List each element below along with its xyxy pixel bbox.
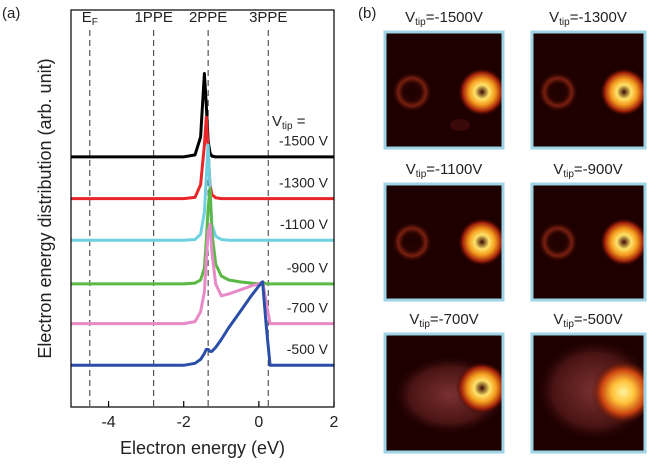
series-label: -1100 V	[280, 216, 329, 232]
image-title-sub: tip	[559, 17, 570, 28]
pattern-image	[386, 33, 502, 147]
image-title-rest: =-1300V	[570, 9, 627, 26]
pattern-image	[386, 185, 502, 299]
image-title-main: V	[549, 9, 559, 26]
image-title: Vtip=-1500V	[405, 9, 483, 28]
reference-label-sub: F	[92, 17, 98, 28]
image-title-rest: =-1100V	[426, 161, 482, 178]
image-grid	[383, 30, 647, 454]
image-title-sub: tip	[415, 17, 426, 28]
x-tick-label: -4	[101, 414, 115, 431]
x-tick-label: 0	[254, 414, 263, 431]
series-label: -1300 V	[279, 174, 329, 190]
pattern-image	[533, 335, 644, 451]
legend-header-sub: tip	[282, 121, 293, 132]
legend-header-main: V	[272, 113, 282, 130]
image-title-sub: tip	[563, 169, 574, 180]
image-title-rest: =-700V	[430, 311, 479, 328]
image-title-sub: tip	[419, 319, 430, 330]
reference-label: EF	[82, 9, 98, 28]
panel-label: (a)	[2, 5, 20, 22]
image-title-rest: =-900V	[574, 161, 623, 178]
image-title-main: V	[405, 9, 415, 26]
image-title-main: V	[409, 311, 419, 328]
image-frames	[383, 30, 647, 454]
reference-label: 3PPE	[249, 9, 287, 26]
pattern-image	[386, 335, 502, 451]
reference-label-main: E	[82, 9, 92, 26]
plot-frame	[70, 9, 335, 408]
image-title-main: V	[553, 311, 563, 328]
image-title: Vtip=-700V	[409, 311, 478, 330]
image-title: Vtip=-1300V	[549, 9, 627, 28]
pattern-image	[533, 33, 644, 147]
image-title-rest: =-1500V	[426, 9, 483, 26]
reference-label: 2PPE	[189, 9, 227, 26]
series-line	[71, 280, 334, 367]
image-title-sub: tip	[563, 319, 574, 330]
image-title-sub: tip	[416, 169, 427, 180]
x-tick-label: 2	[330, 414, 339, 431]
image-title-main: V	[553, 161, 563, 178]
pattern-image	[533, 185, 644, 299]
image-title: Vtip=-500V	[553, 311, 622, 330]
x-tick-label: -2	[177, 414, 191, 431]
image-title-main: V	[406, 161, 416, 178]
legend-header: Vtip =	[272, 113, 306, 132]
series-line	[71, 143, 334, 242]
series-label: -1500 V	[279, 133, 329, 149]
image-title-rest: =-500V	[574, 311, 623, 328]
series-label: -900 V	[287, 260, 329, 276]
panel-label: (b)	[358, 5, 376, 22]
x-axis-label: Electron energy (eV)	[120, 438, 285, 458]
series-line	[71, 72, 334, 159]
reference-label: 1PPE	[134, 9, 172, 26]
series-line	[71, 115, 334, 201]
series-label: -500 V	[287, 341, 329, 357]
series-label: -700 V	[287, 299, 329, 315]
y-axis-label: Electron energy distribution (arb. unit)	[35, 58, 55, 358]
legend-header-rest: =	[293, 113, 306, 130]
image-title: Vtip=-900V	[553, 161, 622, 180]
image-title: Vtip=-1100V	[406, 161, 483, 180]
